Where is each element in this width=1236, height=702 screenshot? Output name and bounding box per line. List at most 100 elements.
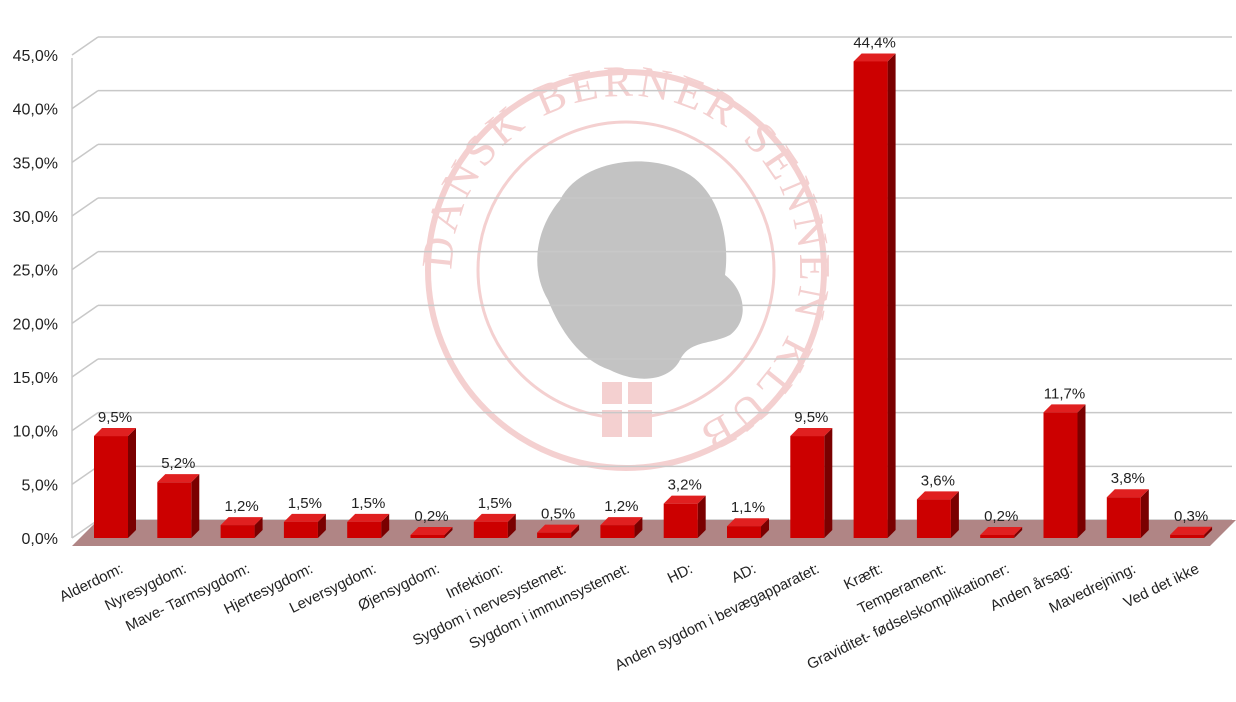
bar-front bbox=[94, 436, 128, 538]
bar-front bbox=[980, 535, 1015, 538]
bar-front bbox=[853, 61, 888, 538]
bar-side bbox=[1140, 489, 1149, 538]
bar bbox=[916, 491, 959, 538]
bar-top bbox=[980, 527, 1023, 535]
data-label: 9,5% bbox=[98, 409, 132, 426]
grid-diag bbox=[71, 412, 99, 432]
grid-diag bbox=[71, 519, 99, 539]
bar bbox=[1106, 489, 1149, 538]
data-label: 0,3% bbox=[1174, 508, 1208, 525]
data-label: 44,4% bbox=[853, 34, 896, 51]
bar-front bbox=[283, 521, 318, 538]
bar-front bbox=[347, 521, 382, 538]
bar-front bbox=[157, 482, 192, 538]
data-label: 11,7% bbox=[1044, 385, 1085, 402]
bar-top bbox=[537, 524, 580, 533]
bar-side bbox=[507, 513, 516, 538]
dog-head-silhouette bbox=[537, 161, 743, 379]
grid-diag bbox=[71, 465, 99, 485]
bar-front bbox=[473, 521, 508, 538]
bar-front bbox=[537, 532, 572, 538]
bar-top bbox=[157, 474, 200, 483]
bar-side bbox=[128, 428, 136, 538]
data-label: 3,2% bbox=[668, 477, 702, 494]
bar bbox=[283, 513, 326, 538]
bar bbox=[537, 524, 580, 538]
bar bbox=[727, 518, 769, 538]
bar-side bbox=[1014, 527, 1023, 538]
y-tick-label: 30,0% bbox=[13, 209, 58, 226]
bar-side bbox=[761, 518, 769, 538]
data-label: 0,2% bbox=[984, 508, 1018, 525]
bar-front bbox=[410, 535, 445, 538]
bar-side bbox=[1077, 404, 1086, 538]
bar-top bbox=[220, 517, 263, 526]
y-tick-label: 0,0% bbox=[22, 531, 58, 548]
bar-top bbox=[94, 428, 136, 437]
bar-side bbox=[1204, 526, 1213, 538]
watermark-ring-inner bbox=[476, 120, 776, 420]
grid-diag bbox=[71, 304, 99, 324]
bar-side bbox=[697, 495, 706, 538]
data-label: 1,5% bbox=[288, 495, 322, 512]
bar-top bbox=[600, 517, 643, 526]
bar-front bbox=[220, 525, 255, 538]
y-tick-label: 25,0% bbox=[13, 263, 58, 280]
club-logo-watermark: DANSK BERNER SENNEN KLUB bbox=[412, 57, 835, 471]
bar-top bbox=[347, 513, 390, 522]
data-label: 1,1% bbox=[731, 499, 765, 516]
grid-diag bbox=[71, 90, 99, 110]
y-tick-label: 20,0% bbox=[13, 316, 58, 333]
x-tick-label: HD: bbox=[665, 560, 696, 587]
bar bbox=[600, 517, 643, 538]
bar-top bbox=[663, 495, 706, 504]
bar-side bbox=[444, 527, 453, 538]
x-tick-label: Kræft: bbox=[841, 560, 885, 593]
y-tick-label: 35,0% bbox=[13, 155, 58, 172]
bar-side bbox=[191, 474, 200, 538]
grid-diag bbox=[71, 197, 99, 217]
bar-top bbox=[1170, 526, 1213, 535]
bar-front bbox=[600, 525, 635, 538]
bar-front bbox=[1106, 497, 1141, 538]
bar bbox=[1043, 404, 1086, 538]
bar-top bbox=[727, 518, 769, 527]
bar bbox=[790, 428, 833, 538]
bar-front bbox=[727, 526, 761, 538]
grid-diag bbox=[71, 251, 99, 271]
grid-diag bbox=[71, 143, 99, 163]
y-tick-label: 45,0% bbox=[13, 48, 58, 65]
data-label: 1,2% bbox=[604, 498, 638, 515]
data-label: 1,5% bbox=[478, 495, 512, 512]
data-label: 3,6% bbox=[921, 472, 955, 489]
data-label: 1,5% bbox=[351, 495, 385, 512]
bar-top bbox=[853, 53, 896, 62]
bar-top bbox=[1043, 404, 1086, 413]
bar bbox=[853, 53, 896, 538]
bar-front bbox=[1043, 412, 1078, 538]
bar-front bbox=[1170, 534, 1205, 538]
bar-front bbox=[916, 499, 951, 538]
bar-top bbox=[283, 513, 326, 522]
bar-side bbox=[254, 517, 263, 538]
bar-top bbox=[473, 513, 516, 522]
bar-side bbox=[381, 513, 390, 538]
x-tick-label: AD: bbox=[729, 560, 759, 586]
bar bbox=[94, 428, 136, 538]
y-tick-label: 40,0% bbox=[13, 102, 58, 119]
bar-side bbox=[571, 524, 580, 538]
bar-side bbox=[317, 513, 326, 538]
grid-diag bbox=[71, 36, 99, 56]
bar-side bbox=[950, 491, 959, 538]
x-tick-label: Anden sygdom i bevægapparatet: bbox=[612, 560, 822, 674]
bar-side bbox=[824, 428, 833, 538]
bar-side bbox=[634, 517, 643, 538]
bar-top bbox=[916, 491, 959, 500]
bar-top bbox=[1106, 489, 1149, 498]
data-label: 0,2% bbox=[414, 508, 448, 525]
data-label: 5,2% bbox=[161, 455, 195, 472]
y-tick-label: 15,0% bbox=[13, 370, 58, 387]
bar-top bbox=[410, 527, 453, 535]
bar bbox=[980, 527, 1023, 538]
bar bbox=[1170, 526, 1213, 538]
